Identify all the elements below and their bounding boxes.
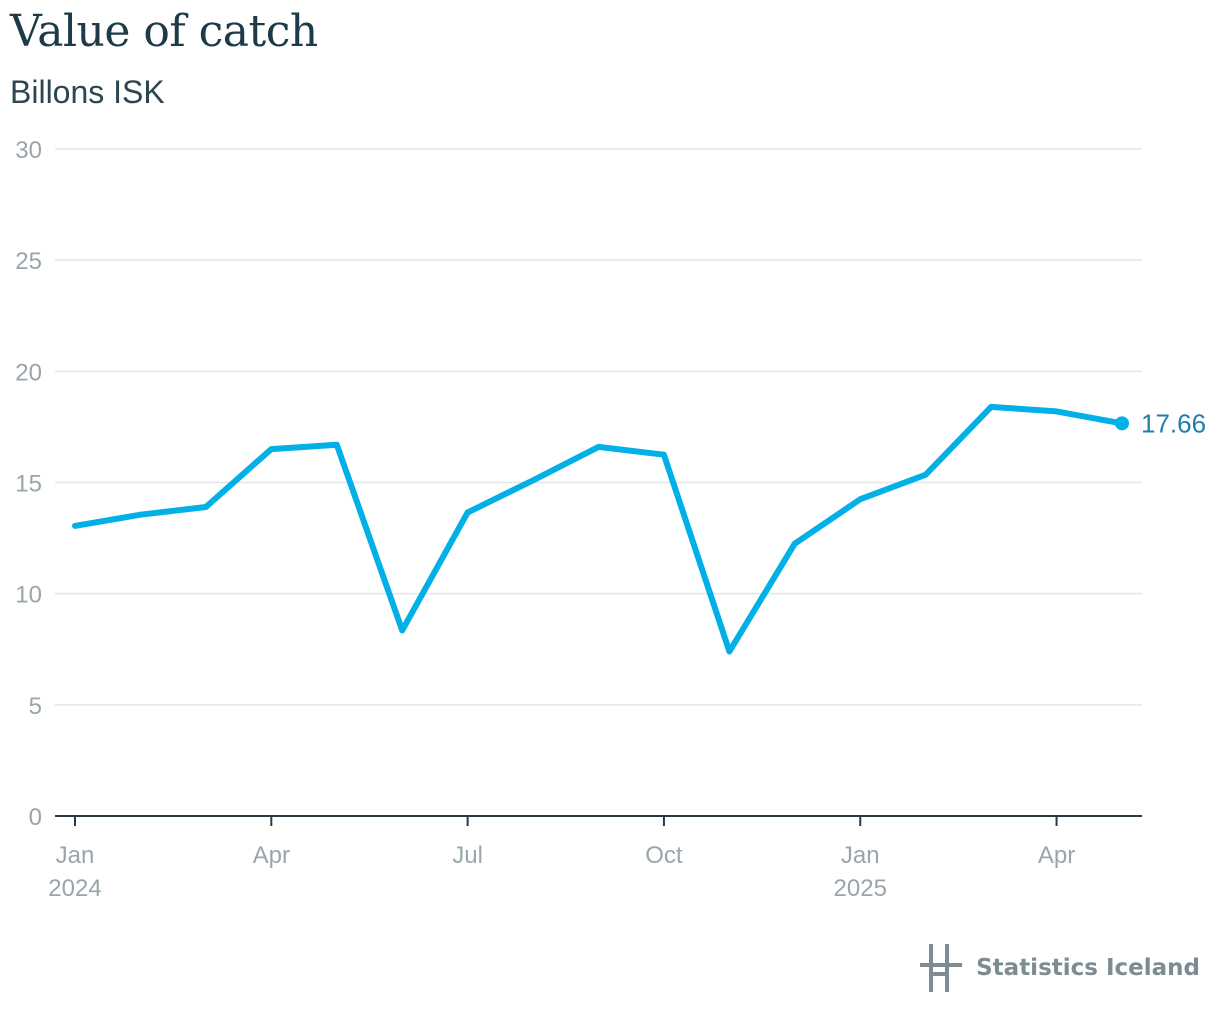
data-point <box>726 648 732 654</box>
data-point <box>268 446 274 452</box>
data-point <box>465 510 471 516</box>
y-tick-label: 5 <box>29 693 42 720</box>
data-point <box>399 627 405 633</box>
chart-title: Value of catch <box>10 6 318 57</box>
y-tick-label: 25 <box>15 248 42 275</box>
data-point <box>596 444 602 450</box>
y-tick-label: 10 <box>15 582 42 609</box>
statistics-iceland-logo[interactable]: Statistics Iceland <box>920 942 1200 994</box>
data-point <box>988 404 994 410</box>
data-point <box>203 504 209 510</box>
x-tick-year-label: 2025 <box>834 875 887 902</box>
x-tick-label: Apr <box>253 842 290 869</box>
x-tick-label: Oct <box>645 842 683 869</box>
data-point <box>530 477 536 483</box>
x-tick-label: Apr <box>1038 842 1075 869</box>
x-tick-label: Jul <box>452 842 483 869</box>
brand-name: Statistics Iceland <box>976 955 1200 981</box>
data-point <box>857 496 863 502</box>
chart-subtitle: Billons ISK <box>10 74 165 110</box>
data-point <box>1054 408 1060 414</box>
data-point <box>137 512 143 518</box>
x-tick-label: Jan <box>841 842 880 869</box>
y-axis-ticks: 0 5 10 15 20 25 30 <box>15 137 42 831</box>
y-tick-label: 15 <box>15 471 42 498</box>
x-tick-year-label: 2024 <box>48 875 101 902</box>
statistics-iceland-logo-icon <box>920 944 963 992</box>
data-point <box>72 523 78 529</box>
series-layer: 17.66 <box>72 403 1206 655</box>
data-point <box>661 452 667 458</box>
data-point <box>334 442 340 448</box>
y-tick-label: 0 <box>29 804 42 831</box>
data-point <box>792 541 798 547</box>
gridlines <box>55 148 1142 706</box>
series-line <box>72 403 1125 655</box>
x-tick-label: Jan <box>56 842 95 869</box>
last-value-label: 17.66 <box>1141 408 1206 438</box>
y-tick-label: 30 <box>15 137 42 164</box>
y-tick-label: 20 <box>15 359 42 386</box>
last-point-marker <box>1115 416 1129 431</box>
x-axis-ticks: Jan 2024 Apr Jul Oct Jan 2025 Apr <box>48 816 1075 902</box>
data-point <box>923 472 929 478</box>
